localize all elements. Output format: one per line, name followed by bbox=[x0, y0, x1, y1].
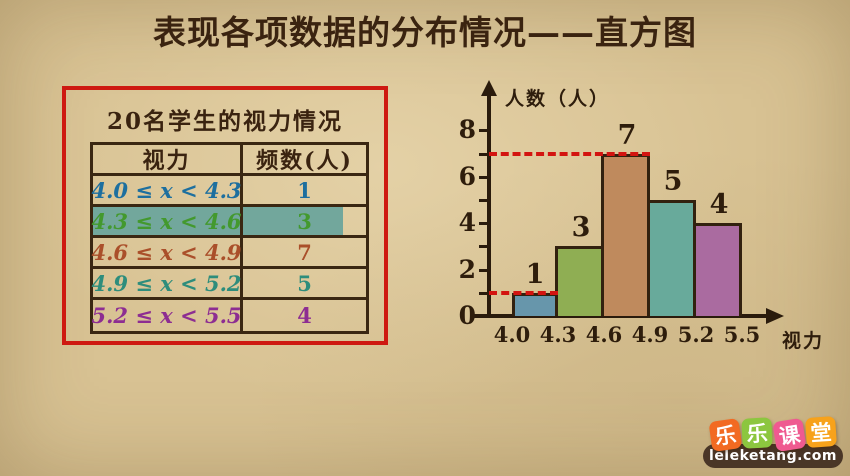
dashed-guide-line bbox=[489, 290, 558, 295]
table-header-row: 视力 频数(人) bbox=[93, 145, 366, 176]
table-body: 4.0 ≤ x < 4.3 1 4.3 ≤ x < 4.6 3 4.6 ≤ x < 4.… bbox=[91, 176, 366, 331]
page-title: 表现各项数据的分布情况——直方图 bbox=[153, 13, 697, 52]
y-axis-label: 人数（人） bbox=[505, 88, 611, 110]
table-row: 4.0 ≤ x < 4.3 1 bbox=[91, 176, 366, 207]
x-tick-label: 5.2 bbox=[677, 322, 715, 347]
frequency-cell: 1 bbox=[243, 176, 366, 204]
frequency-cell: 7 bbox=[243, 238, 366, 266]
table-row: 4.3 ≤ x < 4.6 3 bbox=[91, 207, 366, 238]
y-axis-tick bbox=[479, 152, 488, 156]
y-tick-label: 4 bbox=[458, 208, 476, 238]
vision-range-value: 4.3 ≤ x < 4.6 bbox=[91, 208, 242, 234]
logo-tiles: 乐乐课堂 bbox=[703, 415, 843, 453]
x-axis-label: 视力 bbox=[782, 330, 825, 352]
bar-value-label: 3 bbox=[571, 212, 591, 244]
logo-tile: 堂 bbox=[804, 415, 838, 449]
x-tick-label: 5.5 bbox=[723, 322, 761, 347]
histogram-bar bbox=[647, 200, 696, 316]
histogram-bar bbox=[693, 223, 742, 316]
y-axis-tick bbox=[479, 245, 488, 249]
vision-range-cell: 4.0 ≤ x < 4.3 bbox=[91, 176, 243, 204]
x-axis-line bbox=[474, 314, 768, 318]
vision-range-value: 4.0 ≤ x < 4.3 bbox=[91, 177, 242, 203]
frequency-cell: 3 bbox=[243, 207, 366, 235]
frequency-cell: 5 bbox=[243, 269, 366, 297]
table-row: 5.2 ≤ x < 5.5 4 bbox=[91, 300, 366, 331]
table-row: 4.9 ≤ x < 5.2 5 bbox=[91, 269, 366, 300]
frequency-value: 3 bbox=[297, 208, 312, 234]
table-title: 20名学生的视力情况 bbox=[106, 108, 343, 135]
column-header-vision: 视力 bbox=[93, 145, 243, 174]
vision-range-value: 4.9 ≤ x < 5.2 bbox=[91, 270, 242, 296]
logo-tile: 乐 bbox=[741, 417, 773, 449]
x-tick-label: 4.6 bbox=[585, 322, 623, 347]
bar-value-label: 4 bbox=[709, 189, 729, 221]
vision-range-cell: 4.9 ≤ x < 5.2 bbox=[91, 269, 243, 297]
frequency-value: 1 bbox=[297, 177, 312, 203]
y-tick-label: 6 bbox=[458, 161, 476, 191]
y-axis-tick bbox=[479, 199, 488, 202]
y-tick-label: 2 bbox=[458, 254, 476, 284]
dashed-guide-line bbox=[489, 151, 650, 156]
histogram-bar bbox=[555, 246, 604, 316]
logo-tile: 课 bbox=[772, 417, 807, 453]
vision-range-cell: 4.6 ≤ x < 4.9 bbox=[91, 238, 243, 266]
y-axis-tick bbox=[479, 175, 488, 179]
data-table-panel: 20名学生的视力情况 视力 频数(人) 4.0 ≤ x < 4.3 1 4.3 ≤ … bbox=[62, 86, 388, 345]
bar-value-label: 7 bbox=[617, 119, 637, 151]
vision-range-value: 5.2 ≤ x < 5.5 bbox=[91, 303, 242, 328]
leleketang-logo: 乐乐课堂 leleketang.com bbox=[703, 415, 843, 468]
table-row: 4.6 ≤ x < 4.9 7 bbox=[91, 238, 366, 269]
frequency-value: 4 bbox=[297, 303, 312, 328]
y-axis-line bbox=[487, 94, 491, 318]
x-axis-arrow-icon bbox=[766, 308, 784, 324]
logo-tile: 乐 bbox=[708, 418, 743, 452]
x-tick-label: 4.3 bbox=[539, 322, 577, 347]
x-tick-label: 4.0 bbox=[493, 322, 531, 347]
frequency-cell: 4 bbox=[243, 300, 366, 331]
row-highlight bbox=[243, 207, 343, 235]
y-tick-label: 0 bbox=[458, 301, 476, 330]
frequency-value: 5 bbox=[297, 270, 312, 296]
y-axis-tick bbox=[479, 268, 488, 272]
bar-value-label: 1 bbox=[525, 258, 545, 290]
x-tick-label: 4.9 bbox=[631, 322, 669, 347]
vision-range-cell: 5.2 ≤ x < 5.5 bbox=[91, 300, 243, 331]
column-header-frequency: 频数(人) bbox=[256, 148, 353, 174]
vision-range-value: 4.6 ≤ x < 4.9 bbox=[91, 239, 242, 265]
histogram-bar bbox=[601, 153, 650, 316]
bar-value-label: 5 bbox=[663, 166, 683, 197]
y-tick-label: 8 bbox=[458, 115, 476, 145]
histogram-bar bbox=[512, 292, 558, 316]
frequency-value: 7 bbox=[297, 239, 312, 265]
y-axis-tick bbox=[479, 291, 488, 295]
y-axis-tick bbox=[479, 129, 488, 133]
y-axis-arrow-icon bbox=[481, 80, 497, 96]
frequency-table: 视力 频数(人) 4.0 ≤ x < 4.3 1 4.3 ≤ x < 4.6 3 4.6… bbox=[90, 142, 369, 334]
vision-range-cell: 4.3 ≤ x < 4.6 bbox=[91, 207, 243, 235]
y-axis-tick bbox=[479, 222, 488, 226]
